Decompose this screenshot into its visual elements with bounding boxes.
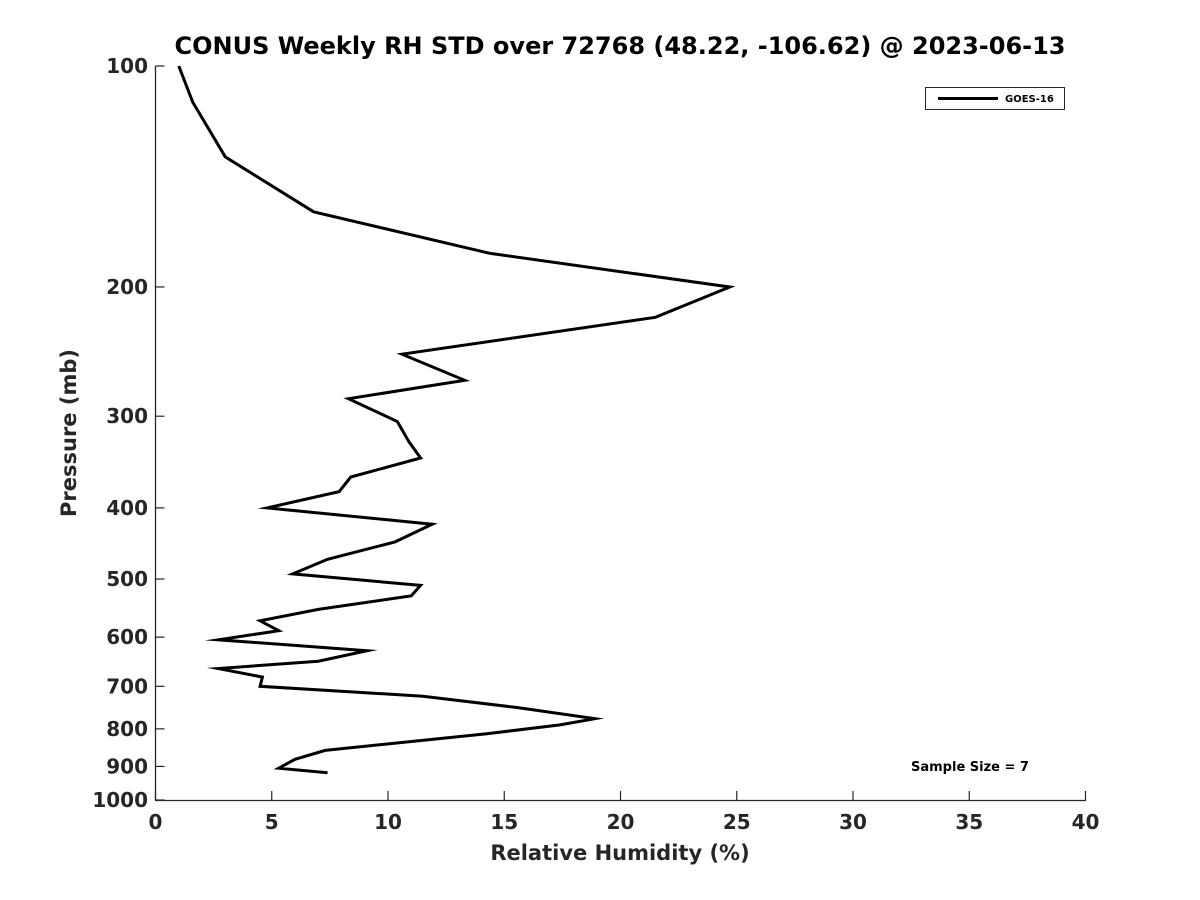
y-tick-label: 200 [106,275,148,299]
chart-title: CONUS Weekly RH STD over 72768 (48.22, -… [174,32,1065,60]
y-tick-label: 1000 [92,788,148,812]
x-axis-label: Relative Humidity (%) [490,841,749,865]
legend-label-goes16: GOES-16 [1005,94,1054,105]
x-tick-label: 30 [839,810,867,834]
y-tick-label: 800 [106,717,148,741]
x-tick-label: 15 [490,810,518,834]
y-tick-label: 600 [106,625,148,649]
x-tick-label: 20 [607,810,635,834]
y-tick-label: 500 [106,567,148,591]
y-tick-label: 400 [106,496,148,520]
x-tick-label: 10 [374,810,402,834]
series-layer [177,65,736,775]
sample-size-annotation: Sample Size = 7 [911,760,1029,775]
y-tick-label: 300 [106,404,148,428]
y-ticks: 100 200 300 400 500 600 700 800 900 1000 [92,54,165,812]
x-ticks: 0 5 10 15 20 25 30 35 40 [149,791,1100,834]
axes [154,66,1086,802]
series-line-goes-16 [177,65,736,775]
x-tick-label: 35 [955,810,983,834]
y-tick-label: 100 [106,54,148,78]
y-tick-label: 700 [106,674,148,698]
x-tick-label: 5 [265,810,279,834]
y-tick-label: 900 [106,754,148,778]
x-tick-label: 40 [1072,810,1100,834]
x-tick-label: 0 [149,810,163,834]
x-tick-label: 25 [723,810,751,834]
legend: GOES-16 [925,87,1065,110]
y-axis-label: Pressure (mb) [57,349,81,517]
